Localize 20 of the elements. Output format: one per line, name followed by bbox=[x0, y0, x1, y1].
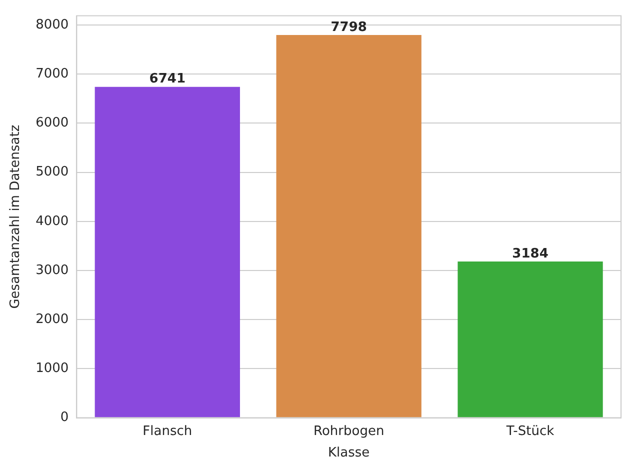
x-tick-label: Rohrbogen bbox=[314, 424, 384, 439]
bar bbox=[94, 86, 240, 418]
y-tick-label: 5000 bbox=[36, 164, 69, 180]
data-label: 6741 bbox=[149, 72, 186, 87]
bar bbox=[276, 34, 422, 418]
y-tick-label: 6000 bbox=[36, 116, 69, 131]
y-tick-label: 3000 bbox=[36, 262, 69, 278]
y-tick-label: 4000 bbox=[36, 214, 69, 229]
y-tick-label: 2000 bbox=[36, 312, 69, 327]
y-tick-label: 0 bbox=[60, 410, 69, 426]
y-tick-label: 7000 bbox=[36, 66, 69, 82]
x-tick-label: T-Stück bbox=[505, 424, 555, 439]
y-tick-label: 1000 bbox=[36, 361, 69, 376]
x-tick-label: Flansch bbox=[142, 424, 192, 439]
y-axis-title: Gesamtanzahl im Datensatz bbox=[8, 124, 24, 309]
x-axis-title: Klasse bbox=[328, 446, 370, 461]
y-tick-label: 8000 bbox=[36, 17, 69, 32]
data-label: 7798 bbox=[330, 20, 367, 35]
bar bbox=[458, 261, 603, 418]
data-label: 3184 bbox=[512, 246, 548, 262]
